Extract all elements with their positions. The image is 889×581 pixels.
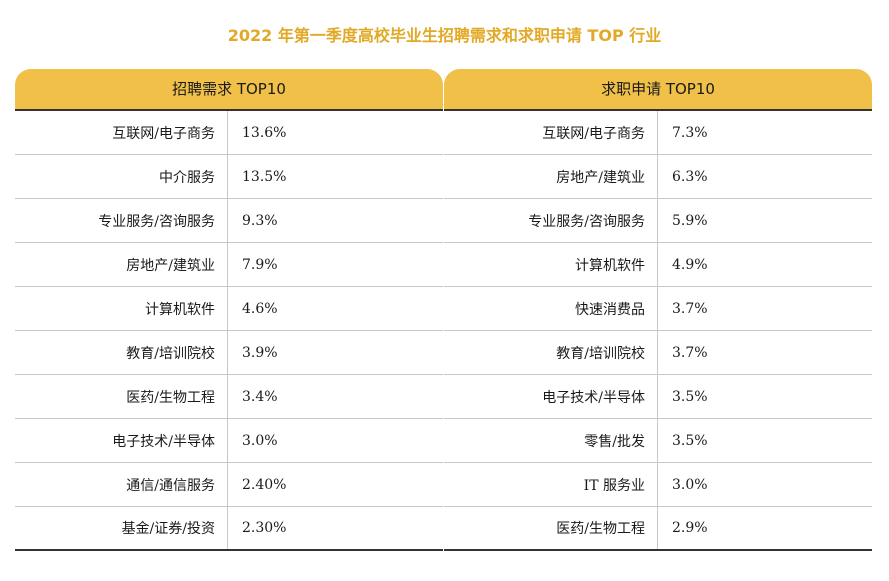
industry-label: IT 服务业	[444, 463, 658, 506]
table-row: 互联网/电子商务 7.3%	[444, 111, 872, 155]
table-row: 基金/证券/投资 2.30%	[15, 507, 443, 551]
industry-label: 房地产/建筑业	[444, 155, 658, 198]
table-row: 医药/生物工程 2.9%	[444, 507, 872, 551]
industry-label: 计算机软件	[444, 243, 658, 286]
table-row: 专业服务/咨询服务 9.3%	[15, 199, 443, 243]
industry-label: 基金/证券/投资	[15, 507, 228, 549]
percentage-value: 6.3%	[672, 168, 708, 185]
industry-label: 零售/批发	[444, 419, 658, 462]
industry-label: 医药/生物工程	[15, 375, 228, 418]
table-row: 教育/培训院校 3.7%	[444, 331, 872, 375]
table-row: 计算机软件 4.6%	[15, 287, 443, 331]
table-row: 电子技术/半导体 3.5%	[444, 375, 872, 419]
table-row: 中介服务 13.5%	[15, 155, 443, 199]
table-row: 房地产/建筑业 7.9%	[15, 243, 443, 287]
industry-label: 房地产/建筑业	[15, 243, 228, 286]
percentage-value: 3.9%	[242, 344, 278, 361]
percentage-value: 7.3%	[672, 124, 708, 141]
industry-label: 电子技术/半导体	[15, 419, 228, 462]
percentage-value: 13.6%	[242, 124, 287, 141]
percentage-value: 4.9%	[672, 256, 708, 273]
table-row: 专业服务/咨询服务 5.9%	[444, 199, 872, 243]
percentage-value: 3.7%	[672, 300, 708, 317]
industry-label: 医药/生物工程	[444, 507, 658, 549]
table-row: 互联网/电子商务 13.6%	[15, 111, 443, 155]
table-row: 房地产/建筑业 6.3%	[444, 155, 872, 199]
job-application-table: 求职申请 TOP10 互联网/电子商务 7.3% 房地产/建筑业 6.3% 专业服务/咨…	[444, 69, 872, 551]
table-row: 电子技术/半导体 3.0%	[15, 419, 443, 463]
table-row: 教育/培训院校 3.9%	[15, 331, 443, 375]
recruitment-demand-rows: 互联网/电子商务 13.6% 中介服务 13.5% 专业服务/咨询服务 9.3% 房地产/建…	[15, 109, 443, 551]
percentage-value: 3.5%	[672, 388, 708, 405]
industry-label: 电子技术/半导体	[444, 375, 658, 418]
table-row: IT 服务业 3.0%	[444, 463, 872, 507]
industry-label: 专业服务/咨询服务	[15, 199, 228, 242]
recruitment-demand-table: 招聘需求 TOP10 互联网/电子商务 13.6% 中介服务 13.5% 专业服务/咨询…	[15, 69, 443, 551]
percentage-value: 7.9%	[242, 256, 278, 273]
percentage-value: 4.6%	[242, 300, 278, 317]
percentage-value: 2.9%	[672, 520, 708, 536]
table-row: 医药/生物工程 3.4%	[15, 375, 443, 419]
percentage-value: 3.4%	[242, 388, 278, 405]
percentage-value: 13.5%	[242, 168, 287, 185]
industry-label: 互联网/电子商务	[444, 111, 658, 154]
industry-label: 专业服务/咨询服务	[444, 199, 658, 242]
percentage-value: 3.0%	[672, 476, 708, 493]
percentage-value: 3.5%	[672, 432, 708, 449]
industry-label: 互联网/电子商务	[15, 111, 228, 154]
percentage-value: 3.7%	[672, 344, 708, 361]
percentage-value: 3.0%	[242, 432, 278, 449]
table-row: 零售/批发 3.5%	[444, 419, 872, 463]
industry-label: 通信/通信服务	[15, 463, 228, 506]
chart-title: 2022 年第一季度高校毕业生招聘需求和求职申请 TOP 行业	[227, 26, 662, 45]
table-row: 计算机软件 4.9%	[444, 243, 872, 287]
percentage-value: 9.3%	[242, 212, 278, 229]
job-application-header: 求职申请 TOP10	[444, 69, 872, 109]
percentage-value: 2.30%	[242, 520, 287, 536]
industry-label: 计算机软件	[15, 287, 228, 330]
table-row: 通信/通信服务 2.40%	[15, 463, 443, 507]
industry-label: 教育/培训院校	[444, 331, 658, 374]
percentage-value: 2.40%	[242, 476, 287, 493]
table-row: 快速消费品 3.7%	[444, 287, 872, 331]
industry-label: 中介服务	[15, 155, 228, 198]
job-application-rows: 互联网/电子商务 7.3% 房地产/建筑业 6.3% 专业服务/咨询服务 5.9% 计算机软…	[444, 109, 872, 551]
industry-label: 快速消费品	[444, 287, 658, 330]
percentage-value: 5.9%	[672, 212, 708, 229]
recruitment-demand-header: 招聘需求 TOP10	[15, 69, 443, 109]
industry-label: 教育/培训院校	[15, 331, 228, 374]
